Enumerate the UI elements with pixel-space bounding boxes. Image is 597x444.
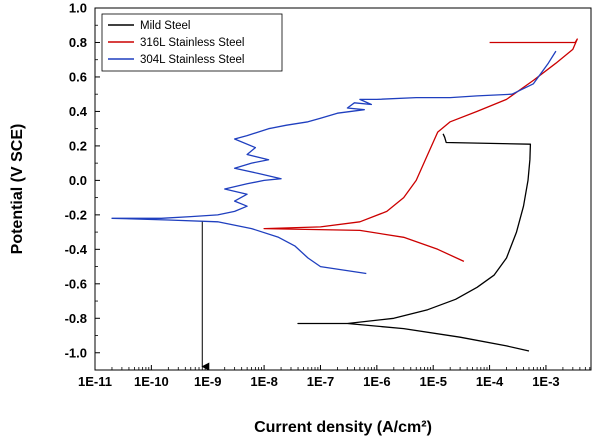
y-tick-label: -0.4 bbox=[65, 242, 88, 257]
y-tick-label: 1.0 bbox=[69, 1, 87, 16]
legend-label: 316L Stainless Steel bbox=[140, 37, 244, 49]
y-tick-label: -1.0 bbox=[65, 345, 87, 360]
x-tick-label: 1E-6 bbox=[363, 374, 390, 389]
series-line-316l-stainless-steel bbox=[263, 38, 578, 262]
y-tick-label: 0.8 bbox=[69, 35, 87, 50]
legend-label: 304L Stainless Steel bbox=[140, 54, 244, 66]
x-tick-label: 1E-10 bbox=[134, 374, 169, 389]
y-tick-label: 0.4 bbox=[69, 104, 88, 119]
series-layer bbox=[111, 38, 578, 352]
legend-label: Mild Steel bbox=[140, 20, 191, 32]
y-tick-label: -0.6 bbox=[65, 276, 87, 291]
x-tick-label: 1E-4 bbox=[476, 374, 504, 389]
plot-frame bbox=[94, 7, 592, 371]
x-tick-label: 1E-5 bbox=[419, 374, 446, 389]
x-tick-label: 1E-9 bbox=[194, 374, 221, 389]
x-tick-label: 1E-3 bbox=[532, 374, 559, 389]
y-tick-label: 0.2 bbox=[69, 138, 87, 153]
x-tick-label: 1E-8 bbox=[250, 374, 277, 389]
y-axis-title: Potential (V SCE) bbox=[9, 124, 26, 255]
legend: Mild Steel 316L Stainless Steel 304L Stain… bbox=[101, 13, 283, 72]
y-tick-label: -0.2 bbox=[65, 207, 87, 222]
y-tick-label: 0.0 bbox=[69, 173, 87, 188]
x-tick-label: 1E-11 bbox=[78, 374, 112, 389]
x-axis-title: Current density (A/cm²) bbox=[254, 419, 432, 436]
series-line-mild-steel bbox=[297, 133, 532, 352]
x-axis: 1E-11 1E-10 1E-9 1E-8 1E-7 1E-6 1E-5 1E-4 1E-3 bbox=[78, 365, 591, 389]
y-axis: -1.0 -0.8 -0.6 -0.4 -0.2 0.0 0.2 0.4 0.6 0.8 1.0 bbox=[65, 1, 100, 360]
y-tick-label: 0.6 bbox=[69, 69, 87, 84]
x-tick-label: 1E-7 bbox=[307, 374, 334, 389]
series-line-304l-stainless-steel bbox=[111, 50, 557, 275]
y-tick-label: -0.8 bbox=[65, 311, 87, 326]
